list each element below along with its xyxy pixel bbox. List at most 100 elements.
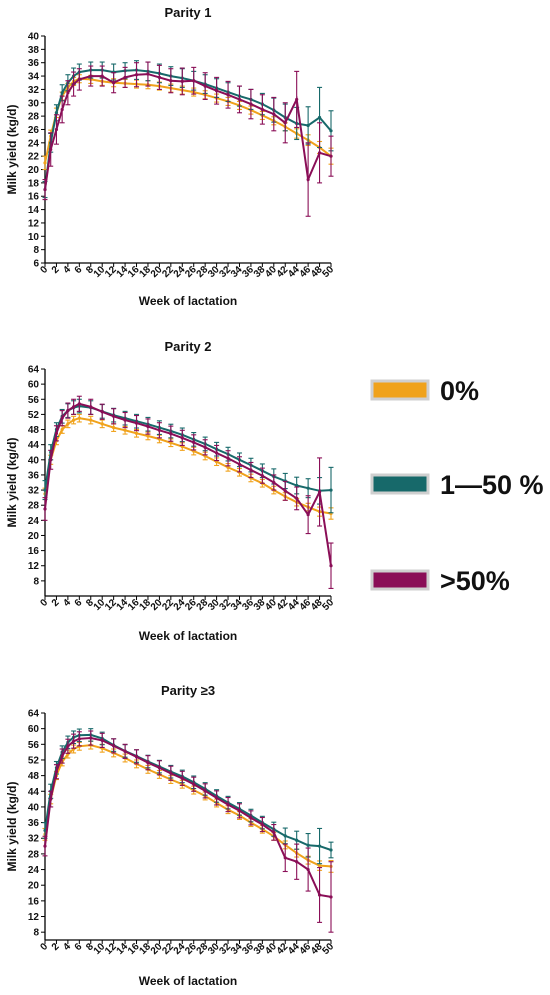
- data-point: [226, 465, 230, 469]
- data-point: [60, 107, 64, 112]
- data-point: [317, 893, 322, 897]
- data-point: [112, 81, 116, 85]
- series-line: [44, 77, 332, 164]
- y-tick-label: 16: [28, 192, 40, 203]
- series-1—50 %: [42, 398, 334, 514]
- y-tick-label: 12: [28, 912, 40, 923]
- y-tick-label: 32: [28, 85, 40, 96]
- y-axis-label: Milk yield (kg/d): [5, 104, 19, 194]
- y-tick-label: 28: [28, 849, 40, 860]
- data-point: [54, 127, 59, 132]
- series-0%: [42, 413, 334, 520]
- series-0%: [42, 740, 334, 873]
- y-tick-label: 56: [28, 395, 40, 406]
- x-tick-label: 50: [320, 597, 336, 613]
- data-point: [237, 809, 242, 813]
- data-point: [317, 864, 322, 868]
- y-tick-label: 28: [28, 501, 40, 512]
- y-tick-label: 24: [28, 516, 40, 527]
- data-point: [100, 410, 104, 414]
- data-point: [272, 830, 276, 834]
- y-tick-label: 18: [28, 178, 40, 189]
- chart-title: Parity 2: [165, 339, 212, 354]
- data-point: [72, 739, 76, 743]
- series-line: [44, 402, 332, 566]
- y-tick-label: 40: [28, 32, 40, 43]
- data-point: [54, 111, 59, 115]
- y-tick-label: 20: [28, 881, 40, 892]
- series-line: [44, 733, 332, 851]
- x-tick-label: 6: [73, 941, 85, 953]
- data-point: [112, 426, 116, 430]
- y-tick-label: 30: [28, 98, 40, 109]
- data-point: [43, 844, 47, 848]
- data-point: [49, 458, 53, 462]
- data-point: [329, 848, 333, 852]
- x-tick-label: 0: [38, 597, 50, 609]
- data-point: [72, 405, 76, 409]
- data-point: [43, 187, 47, 192]
- data-point: [43, 488, 47, 492]
- legend: 0% 1—50 % >50%: [370, 376, 544, 596]
- chart-title: Parity ≥3: [161, 683, 215, 698]
- data-point: [146, 72, 150, 76]
- data-point: [295, 860, 299, 864]
- data-point: [89, 736, 93, 740]
- legend-swatch: [370, 569, 430, 591]
- y-tick-label: 16: [28, 546, 40, 557]
- data-point: [169, 79, 173, 83]
- data-point: [180, 79, 184, 83]
- x-tick-label: 4: [61, 264, 73, 276]
- data-point: [203, 445, 207, 449]
- y-tick-label: 38: [28, 45, 40, 56]
- y-tick-label: 64: [28, 709, 40, 720]
- y-axis-label: Milk yield (kg/d): [5, 781, 19, 871]
- data-point: [306, 177, 310, 182]
- y-tick-label: 40: [28, 802, 40, 813]
- data-point: [180, 776, 184, 780]
- series-0%: [42, 74, 334, 171]
- legend-swatch: [370, 379, 430, 401]
- data-point: [295, 496, 299, 500]
- data-point: [249, 816, 253, 820]
- data-point: [203, 84, 207, 88]
- data-point: [157, 75, 161, 79]
- y-tick-label: 22: [28, 152, 40, 163]
- data-point: [60, 427, 64, 432]
- data-point: [60, 416, 64, 420]
- x-tick-label: 6: [73, 597, 85, 609]
- data-point: [169, 432, 173, 436]
- data-point: [146, 434, 150, 438]
- data-point: [66, 91, 70, 95]
- y-tick-label: 32: [28, 834, 40, 845]
- legend-label: 0%: [440, 376, 479, 406]
- data-point: [295, 838, 299, 842]
- data-point: [112, 744, 116, 748]
- x-tick-label: 2: [50, 941, 62, 953]
- data-point: [123, 418, 127, 422]
- x-tick-label: 50: [320, 941, 336, 957]
- series-line: [44, 744, 332, 868]
- chart-title: Parity 1: [165, 5, 212, 20]
- y-tick-label: 64: [28, 365, 40, 376]
- data-point: [329, 564, 333, 568]
- data-point: [77, 416, 81, 420]
- data-point: [54, 770, 59, 774]
- data-point: [249, 102, 253, 106]
- data-point: [295, 483, 299, 488]
- data-point: [306, 513, 310, 517]
- data-point: [317, 844, 322, 848]
- data-point: [180, 436, 184, 440]
- data-point: [100, 738, 104, 742]
- data-point: [260, 474, 264, 478]
- x-tick-label: 2: [50, 597, 62, 609]
- data-point: [260, 822, 264, 827]
- legend-label: 1—50 %: [440, 470, 544, 500]
- x-axis-label: Week of lactation: [139, 974, 237, 988]
- x-tick-label: 2: [50, 264, 62, 276]
- y-tick-label: 20: [28, 531, 40, 542]
- data-point: [43, 507, 47, 511]
- data-point: [89, 74, 93, 78]
- data-point: [306, 867, 310, 872]
- data-point: [123, 75, 127, 79]
